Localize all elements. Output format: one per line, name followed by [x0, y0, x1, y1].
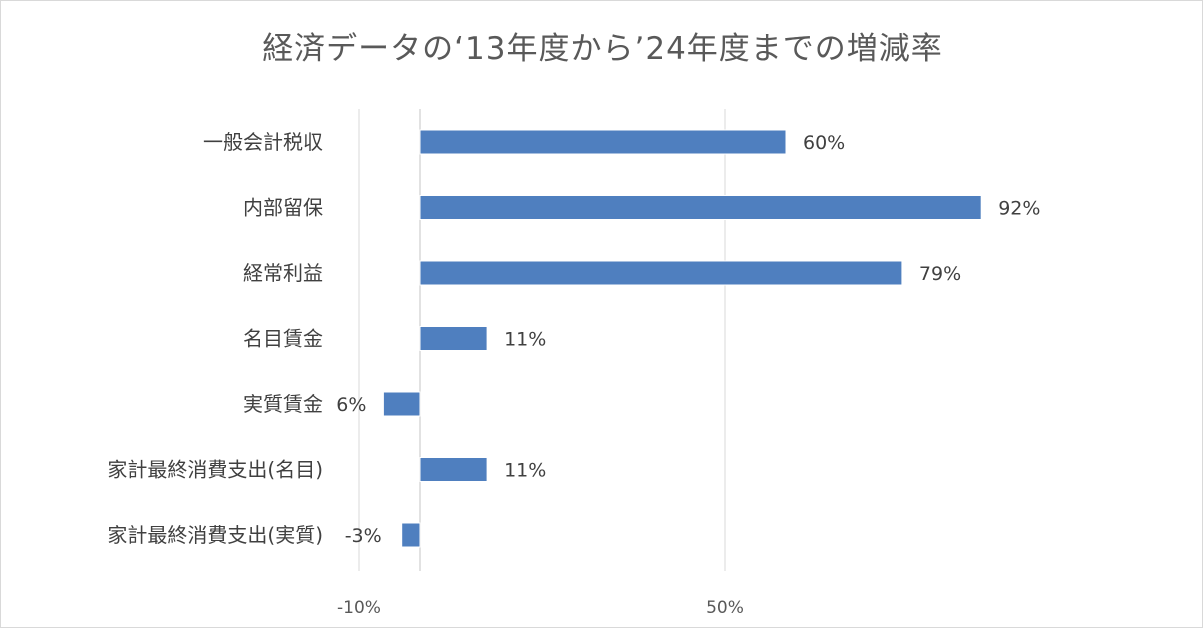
data-label: 6%: [336, 394, 366, 416]
data-label: 11%: [504, 460, 546, 482]
bar: [419, 129, 787, 155]
chart-title: 経済データの‘13年度から’24年度までの増減率: [262, 31, 943, 67]
data-label: -3%: [345, 525, 382, 547]
data-label: 60%: [803, 132, 845, 154]
x-tick-label: 50%: [706, 598, 744, 618]
bar: [401, 522, 421, 548]
category-label: 家計最終消費支出(実質): [107, 523, 323, 547]
category-label: 実質賃金: [243, 392, 323, 416]
bar: [419, 195, 982, 220]
bar: [419, 260, 903, 286]
data-label: 79%: [919, 263, 961, 285]
category-label: 家計最終消費支出(名目): [107, 458, 323, 482]
bar: [419, 326, 488, 351]
bar: [419, 457, 488, 482]
bar: [382, 391, 421, 417]
data-label: 92%: [998, 198, 1040, 220]
x-tick-label: -10%: [337, 598, 381, 618]
category-label: 経常利益: [243, 261, 323, 285]
category-label: 内部留保: [243, 196, 323, 220]
data-label: 11%: [504, 329, 546, 351]
category-label: 一般会計税収: [203, 130, 323, 154]
category-label: 名目賃金: [243, 327, 323, 351]
